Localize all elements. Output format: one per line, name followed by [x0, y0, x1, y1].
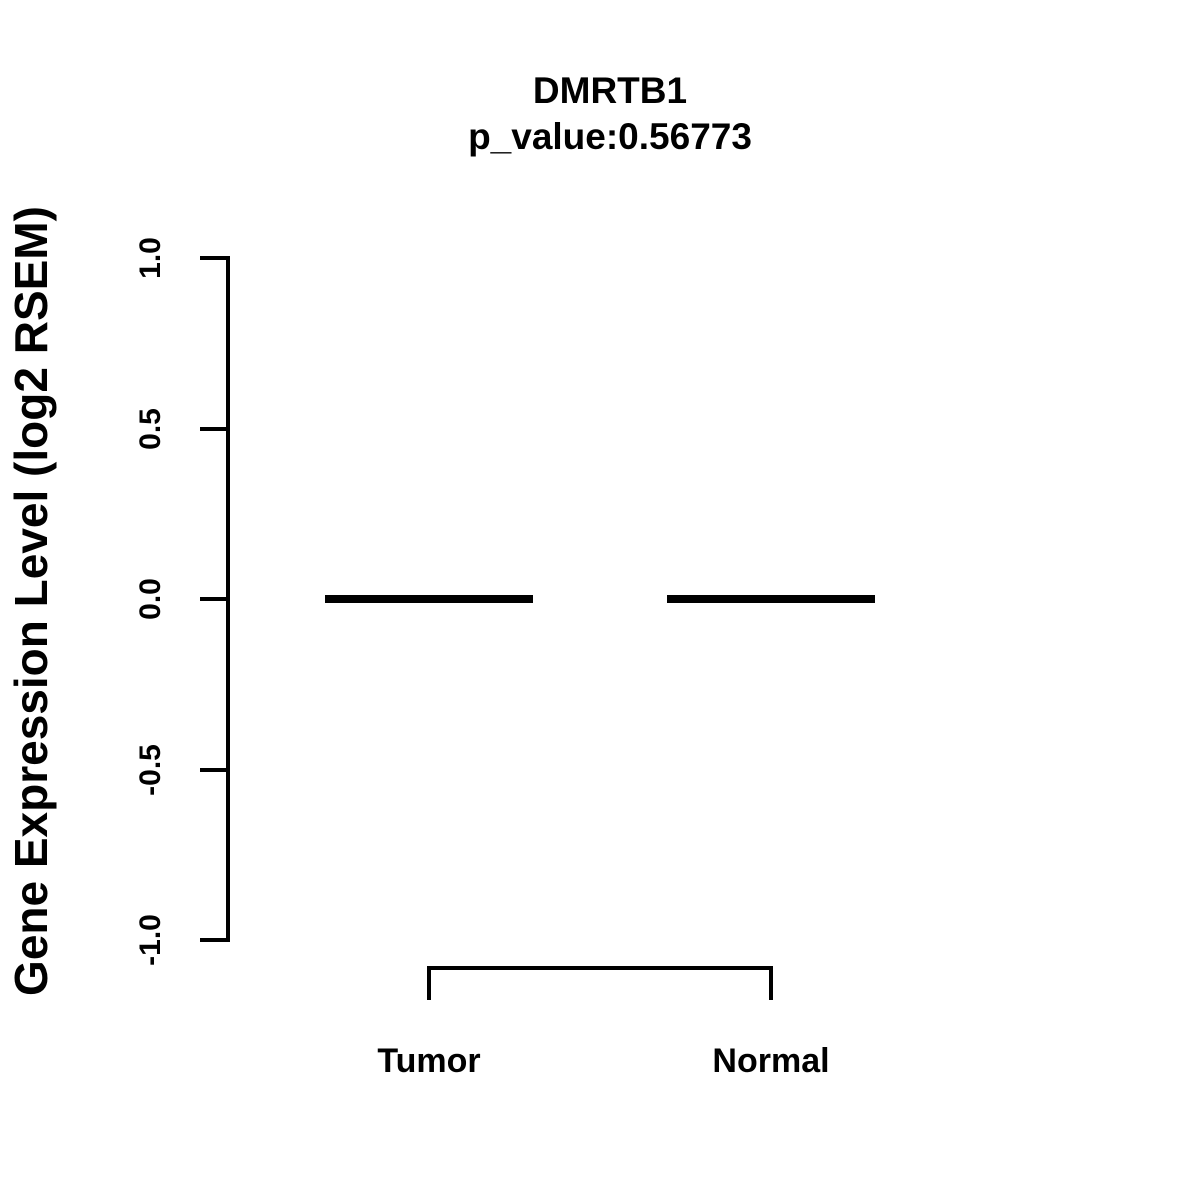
y-axis-tick [200, 426, 230, 431]
y-axis-tick [200, 256, 230, 260]
y-axis-tick [200, 767, 230, 772]
x-axis-line [427, 966, 773, 970]
x-axis-tick [769, 966, 773, 1000]
x-axis-category-label: Tumor [377, 1042, 481, 1080]
y-axis-tick-label: 0.0 [134, 578, 167, 620]
y-axis-tick-label: -0.5 [134, 743, 167, 796]
chart-title: DMRTB1 [532, 70, 688, 111]
y-axis-tick-label: 0.5 [134, 407, 167, 450]
title-block: DMRTB1 p_value:0.56773 [200, 68, 1020, 160]
x-axis-category-label: Normal [712, 1042, 830, 1080]
y-axis-tick [200, 597, 230, 601]
y-axis-tick-label: -1.0 [134, 914, 167, 966]
chart-subtitle-pvalue: p_value:0.56773 [468, 116, 752, 157]
boxplot-median-line [667, 595, 875, 603]
x-axis-tick [427, 966, 431, 1000]
y-axis-tick [200, 938, 230, 942]
y-axis-title: Gene Expression Level (log2 RSEM) [5, 206, 57, 996]
boxplot-median-line [325, 595, 533, 603]
y-axis-tick-label: 1.0 [134, 237, 167, 279]
